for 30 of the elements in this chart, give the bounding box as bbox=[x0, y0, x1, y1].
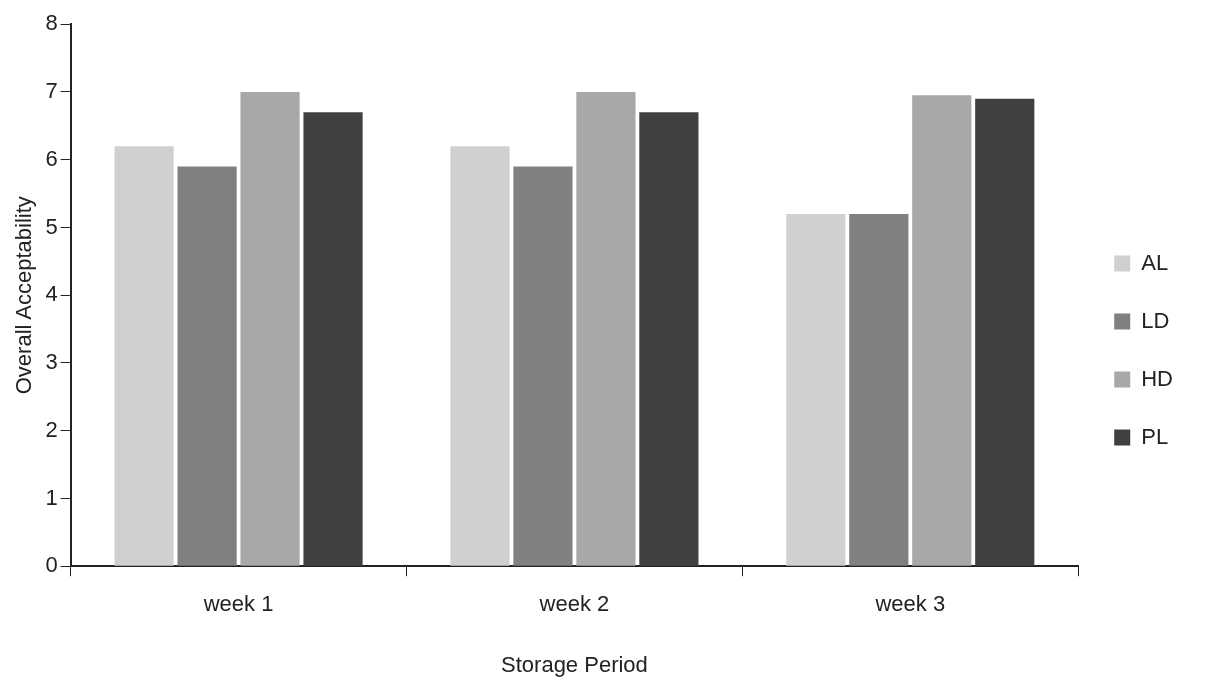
y-axis-title: Overall Acceptability bbox=[11, 196, 37, 395]
y-tick-label: 3 bbox=[45, 349, 58, 375]
y-tick-label: 1 bbox=[45, 484, 58, 510]
legend-label: LD bbox=[1141, 307, 1170, 333]
bar bbox=[177, 166, 237, 566]
bar bbox=[303, 112, 363, 566]
bar bbox=[240, 91, 300, 566]
bar bbox=[912, 95, 972, 566]
x-axis-title: Storage Period bbox=[501, 651, 648, 677]
bar bbox=[849, 213, 909, 566]
y-tick-label: 8 bbox=[45, 10, 58, 36]
bar bbox=[975, 98, 1035, 566]
y-tick-label: 4 bbox=[45, 281, 58, 307]
y-tick-label: 5 bbox=[45, 213, 58, 239]
bar bbox=[450, 146, 510, 566]
y-tick-label: 2 bbox=[45, 416, 58, 442]
legend-label: PL bbox=[1141, 423, 1169, 449]
bar bbox=[576, 91, 636, 566]
x-tick-label: week 1 bbox=[202, 591, 274, 617]
y-tick-label: 0 bbox=[45, 552, 58, 578]
y-tick-label: 6 bbox=[45, 145, 58, 171]
bar bbox=[114, 146, 174, 566]
bar bbox=[513, 166, 573, 566]
legend-label: HD bbox=[1141, 365, 1174, 391]
y-tick-label: 7 bbox=[45, 78, 58, 104]
x-tick-label: week 2 bbox=[538, 591, 610, 617]
legend-label: AL bbox=[1141, 249, 1169, 275]
x-tick-label: week 3 bbox=[874, 591, 946, 617]
bar bbox=[639, 112, 699, 566]
bar bbox=[786, 213, 846, 566]
